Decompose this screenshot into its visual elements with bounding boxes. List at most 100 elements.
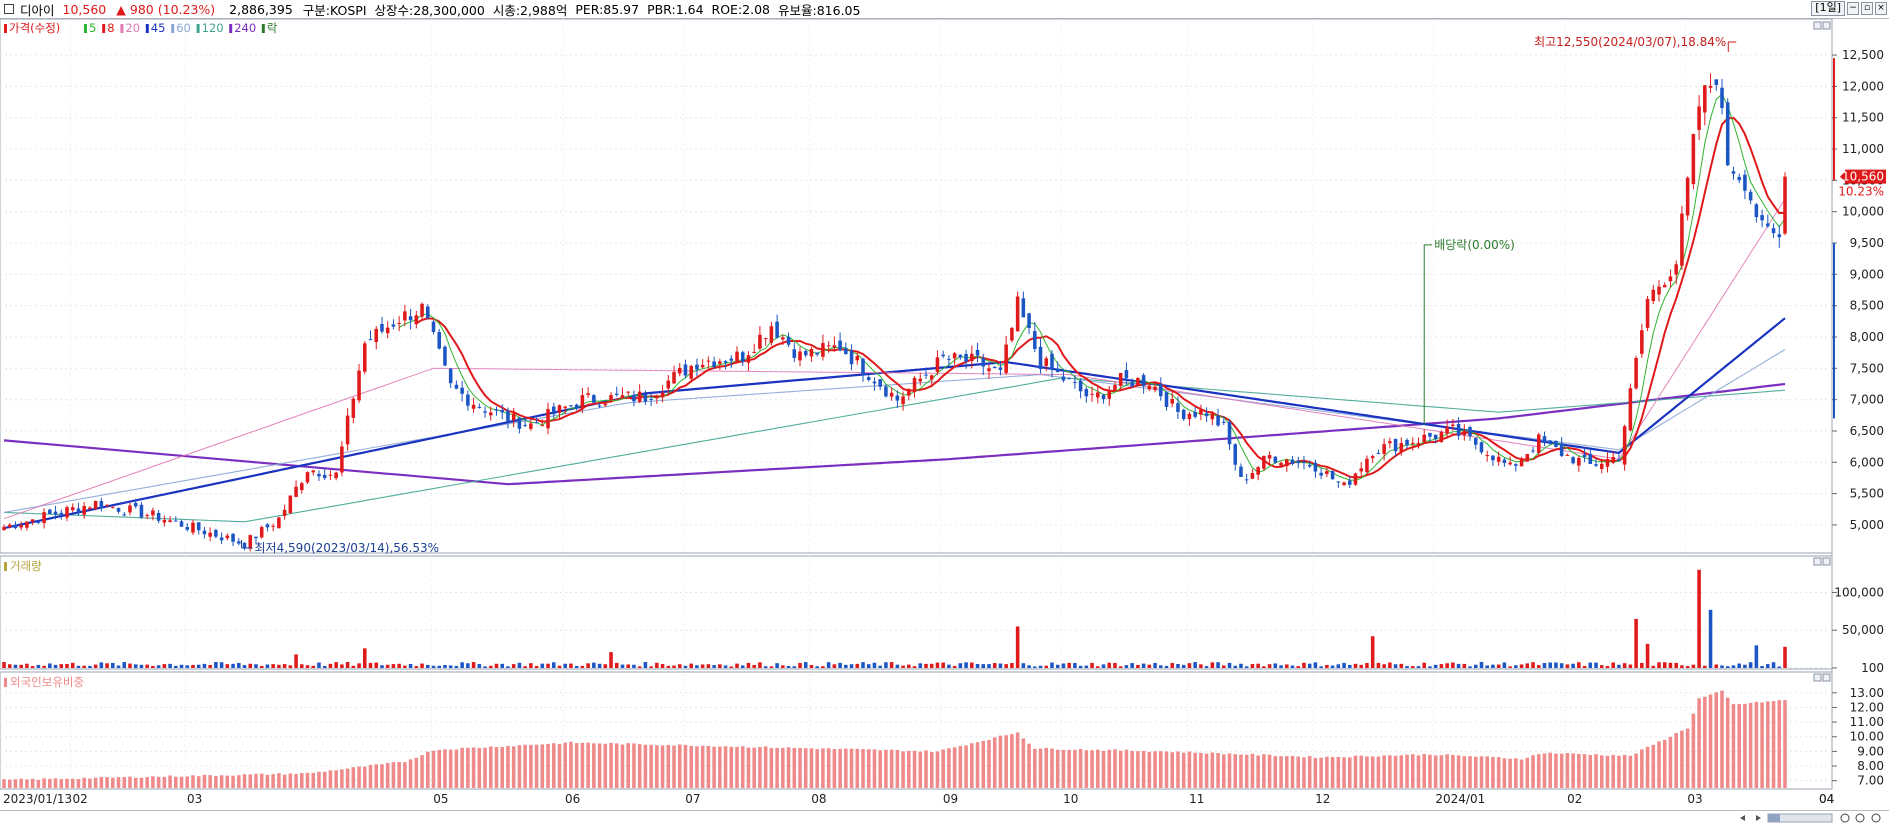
foreign-ratio-bar <box>614 743 619 788</box>
candle-body <box>1273 456 1278 463</box>
foreign-legend-swatch <box>4 678 7 687</box>
foreign-ratio-bar <box>1187 751 1192 788</box>
low-price-annotation: 최저4,590(2023/03/14),56.53% <box>255 541 440 555</box>
close-icon[interactable]: × <box>1875 2 1887 15</box>
foreign-ratio-bar <box>219 775 224 788</box>
volume-bar <box>580 665 585 668</box>
candle-body <box>1697 106 1701 130</box>
volume-bar <box>317 662 321 668</box>
volume-bar <box>414 666 419 668</box>
candle-body <box>1468 427 1472 437</box>
foreign-ratio-bar <box>672 745 676 788</box>
volume-bar <box>380 665 384 668</box>
foreign-ratio-bar <box>214 776 218 788</box>
foreign-ratio-bar <box>139 777 144 788</box>
foreign-ratio-bar <box>1078 749 1083 788</box>
volume-bar <box>964 662 968 668</box>
foreign-ratio-bar <box>763 746 768 788</box>
volume-bar <box>1410 666 1415 668</box>
panel-controls[interactable] <box>1813 21 1831 682</box>
foreign-ratio-bar <box>1571 753 1575 788</box>
horizontal-scrollbar[interactable] <box>0 810 1889 827</box>
volume-bar <box>1302 662 1306 668</box>
candle-body <box>111 506 115 508</box>
candle-body <box>1617 459 1621 462</box>
volume-bar <box>374 662 379 668</box>
market-cap: 시총:2,988억 <box>492 2 568 18</box>
foreign-ratio-bar <box>563 742 567 788</box>
pbr-value: PBR:1.64 <box>647 1 704 17</box>
listed-shares: 상장수:28,300,000 <box>374 2 485 18</box>
candle-body <box>76 508 81 513</box>
volume-tick-label: 100,000 <box>1834 585 1884 599</box>
x-tick-label: 08 <box>811 792 826 806</box>
foreign-tick-label: 12.00 <box>1850 700 1884 714</box>
restore-icon[interactable]: ▫ <box>1861 2 1873 15</box>
foreign-ratio-bar <box>145 777 149 788</box>
volume-bar <box>65 663 69 668</box>
candle-body <box>1279 462 1283 466</box>
candle-body <box>254 536 258 539</box>
foreign-ratio-bar <box>1055 749 1060 788</box>
candle-body <box>460 387 464 394</box>
candle-body <box>196 522 201 531</box>
foreign-ratio-bar <box>964 745 968 788</box>
minimize-icon[interactable]: − <box>1847 2 1859 15</box>
candle-body <box>1067 378 1071 380</box>
foreign-ratio-bar <box>895 749 900 788</box>
x-tick-label: 03 <box>187 792 202 806</box>
volume-bar <box>328 663 333 668</box>
volume-bar <box>1599 665 1604 668</box>
foreign-ratio-bar <box>677 744 682 788</box>
foreign-ratio-bar <box>1645 746 1650 788</box>
volume-bar <box>1662 662 1667 668</box>
foreign-ratio-bar <box>1118 750 1123 788</box>
candle-body <box>1439 431 1444 443</box>
foreign-ratio-bar <box>1691 713 1696 788</box>
volume-bar <box>437 665 442 668</box>
legend-label: 8 <box>107 21 114 35</box>
foreign-ratio-bar <box>1353 755 1358 788</box>
candle-body <box>36 521 41 523</box>
foreign-ratio-bar <box>1124 749 1129 788</box>
volume-bar <box>225 664 230 668</box>
candle-body <box>191 522 195 533</box>
header-checkbox[interactable] <box>4 4 14 14</box>
volume-bar <box>53 664 58 668</box>
candle-body <box>1536 434 1541 453</box>
volume-bar <box>30 666 35 668</box>
foreign-ratio-bar <box>133 777 138 788</box>
candle-body <box>1222 421 1226 423</box>
candle-body <box>643 394 648 402</box>
volume-bar <box>643 661 648 668</box>
candle-body <box>1708 85 1713 88</box>
candle-body <box>597 405 602 407</box>
legend-label: 60 <box>176 21 191 35</box>
x-tick-label: 06 <box>565 792 580 806</box>
candle-body <box>425 306 430 319</box>
volume-bar <box>1342 662 1346 668</box>
volume-bar <box>1319 666 1323 668</box>
volume-bar <box>689 663 693 668</box>
legend-swatch <box>4 24 7 33</box>
foreign-ratio-bar <box>1181 752 1186 788</box>
foreign-ratio-bar <box>775 747 779 788</box>
volume-bar <box>196 664 201 668</box>
stock-chart[interactable]: 5,000 5,500 6,000 6,500 7,000 7,500 8,000 8,500… <box>0 18 1889 810</box>
candle-body <box>695 364 699 370</box>
foreign-ratio-bar <box>1267 754 1272 788</box>
price-tick-label: 12,000 <box>1842 79 1884 93</box>
volume-bar <box>13 664 18 668</box>
volume-bar <box>466 663 470 668</box>
foreign-ratio-bar <box>431 750 436 788</box>
volume-bar <box>569 663 573 668</box>
volume-bar <box>1548 662 1552 668</box>
dividend-marker-line <box>1423 244 1433 425</box>
volume-bar <box>443 665 447 668</box>
candle-body <box>294 486 298 497</box>
foreign-ratio-bar <box>1628 755 1633 788</box>
period-selector[interactable]: [1일] <box>1811 1 1845 16</box>
volume-panel-title: 거래량 <box>10 559 42 573</box>
price-tick-label: 9,000 <box>1850 267 1884 281</box>
candle-body <box>1084 389 1089 397</box>
